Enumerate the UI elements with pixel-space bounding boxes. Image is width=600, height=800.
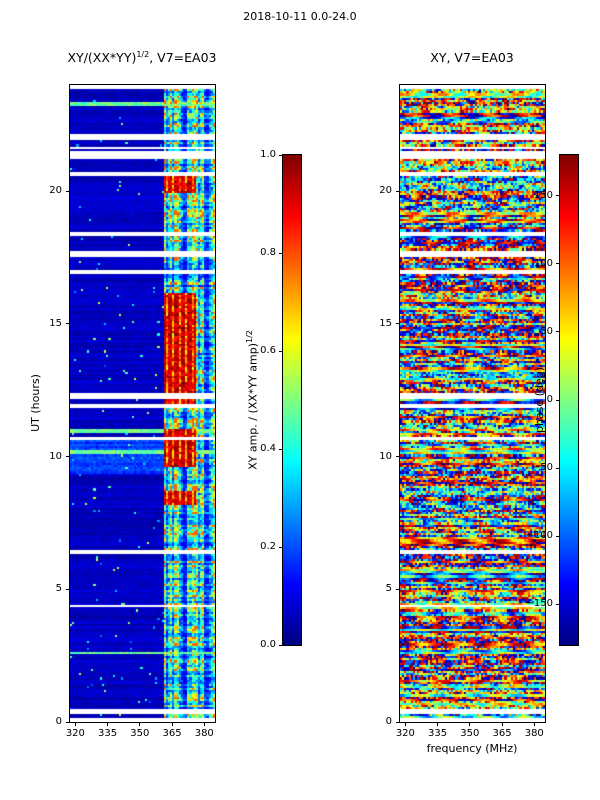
colorbar-tick-mark — [279, 252, 283, 254]
colorbar-tick-label: 0.6 — [260, 345, 276, 356]
x-tick-label: 380 — [524, 728, 544, 739]
colorbar-tick-label: −50 — [531, 462, 553, 474]
x-tick-mark — [171, 722, 173, 726]
figure-title: 2018-10-11 0.0-24.0 — [243, 10, 357, 23]
colorbar-tick-label: 0.8 — [260, 247, 276, 258]
y-tick-mark — [396, 190, 400, 192]
y-tick-label: 20 — [49, 185, 62, 197]
y-tick-label: 10 — [379, 450, 392, 462]
y-tick-mark — [66, 190, 70, 192]
x-tick-label: 320 — [65, 728, 85, 739]
y-tick-mark — [396, 588, 400, 590]
y-tick-mark — [396, 323, 400, 325]
y-axis-label: UT (hours) — [29, 374, 42, 432]
y-tick-label: 0 — [55, 716, 62, 727]
y-tick-label: 0 — [385, 716, 392, 727]
amplitude-colorbar-label-sup: 1/2 — [245, 330, 254, 343]
colorbar-tick-label: −100 — [525, 530, 553, 542]
colorbar-tick-mark — [279, 448, 283, 450]
colorbar-tick-mark — [556, 603, 560, 605]
colorbar-tick-mark — [279, 350, 283, 352]
x-tick-mark — [501, 722, 503, 726]
y-tick-label: 5 — [385, 583, 392, 595]
x-tick-mark — [74, 722, 76, 726]
colorbar-tick-mark — [556, 331, 560, 333]
x-tick-mark — [533, 722, 535, 726]
colorbar-tick-label: 0.0 — [260, 639, 276, 650]
x-tick-label: 350 — [460, 728, 480, 739]
colorbar-tick-label: 100 — [533, 257, 553, 269]
left-panel-title-main: XY/(XX*YY) — [67, 50, 137, 66]
y-tick-mark — [396, 456, 400, 458]
y-tick-label: 10 — [49, 450, 62, 462]
phase-colorbar — [559, 154, 579, 646]
y-tick-mark — [66, 588, 70, 590]
x-tick-mark — [107, 722, 109, 726]
x-tick-mark — [203, 722, 205, 726]
y-tick-label: 5 — [55, 583, 62, 595]
colorbar-tick-mark — [556, 399, 560, 401]
colorbar-tick-label: 0.4 — [260, 443, 276, 454]
colorbar-tick-label: 150 — [533, 189, 553, 201]
right-panel-title: XY, V7=EA03 — [430, 50, 514, 65]
x-tick-label: 350 — [130, 728, 150, 739]
x-tick-mark — [437, 722, 439, 726]
colorbar-tick-label: 0.2 — [260, 541, 276, 552]
x-tick-mark — [404, 722, 406, 726]
x-tick-label: 365 — [492, 728, 512, 739]
left-panel-title-rest: , V7=EA03 — [149, 50, 217, 66]
colorbar-tick-mark — [279, 546, 283, 548]
x-tick-label: 365 — [162, 728, 182, 739]
amplitude-heatmap — [69, 84, 216, 723]
colorbar-tick-label: 0 — [546, 394, 553, 405]
phase-heatmap — [399, 84, 546, 723]
y-tick-mark — [66, 456, 70, 458]
colorbar-tick-mark — [556, 263, 560, 265]
colorbar-tick-mark — [279, 644, 283, 646]
colorbar-tick-label: 50 — [540, 325, 553, 337]
amplitude-colorbar — [282, 154, 302, 646]
x-tick-label: 335 — [98, 728, 118, 739]
colorbar-tick-mark — [556, 535, 560, 537]
colorbar-tick-mark — [556, 195, 560, 197]
y-tick-label: 15 — [49, 317, 62, 329]
colorbar-tick-mark — [279, 154, 283, 156]
x-axis-label: frequency (MHz) — [426, 742, 518, 755]
y-tick-mark — [66, 323, 70, 325]
x-tick-mark — [139, 722, 141, 726]
left-panel-title-sup: 1/2 — [136, 50, 150, 59]
y-tick-label: 15 — [379, 317, 392, 329]
x-tick-label: 335 — [428, 728, 448, 739]
amplitude-colorbar-label: XY amp. / (XX*YY amp)1/2 — [242, 250, 260, 550]
colorbar-tick-label: 1.0 — [260, 149, 276, 160]
x-tick-label: 320 — [395, 728, 415, 739]
colorbar-tick-label: −150 — [525, 598, 553, 610]
colorbar-tick-mark — [556, 467, 560, 469]
left-panel-title: XY/(XX*YY)1/2, V7=EA03 — [12, 50, 272, 65]
y-tick-mark — [66, 721, 70, 723]
y-tick-mark — [396, 721, 400, 723]
x-tick-label: 380 — [194, 728, 214, 739]
y-tick-label: 20 — [379, 185, 392, 197]
x-tick-mark — [469, 722, 471, 726]
